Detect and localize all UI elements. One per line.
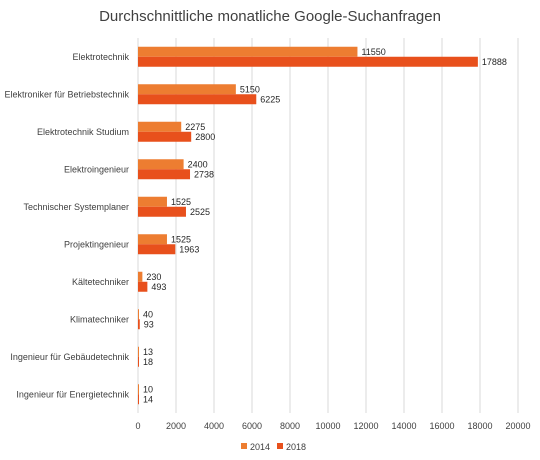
bar-2018: [138, 281, 148, 292]
category-label: Elektroniker für Betriebstechnik: [4, 89, 129, 99]
bar-2014: [138, 159, 184, 170]
data-label: 40: [143, 309, 153, 319]
category-label: Elektrotechnik Studium: [37, 127, 129, 137]
x-tick-label: 6000: [242, 421, 262, 431]
category-label: Elektroingenieur: [64, 164, 129, 174]
data-label: 2738: [194, 169, 214, 179]
bars: 1155017888515062252275280024002738152525…: [138, 46, 507, 405]
bar-2018: [138, 319, 140, 330]
bar-2014: [138, 196, 167, 207]
bar-2018: [138, 169, 191, 180]
bar-2018: [138, 244, 176, 255]
data-label: 493: [151, 282, 166, 292]
data-label: 230: [146, 272, 161, 282]
category-label: Technischer Systemplaner: [23, 202, 129, 212]
legend-swatch-2018: [277, 443, 283, 449]
bar-2018: [138, 56, 478, 67]
data-label: 1525: [171, 197, 191, 207]
category-label: Elektrotechnik: [72, 52, 129, 62]
legend-label: 2018: [286, 442, 306, 452]
data-label: 17888: [482, 57, 507, 67]
data-label: 11550: [361, 47, 385, 57]
x-tick-label: 16000: [429, 421, 454, 431]
data-label: 13: [143, 347, 153, 357]
data-label: 1963: [179, 244, 199, 254]
bar-2014: [138, 384, 139, 395]
x-tick-label: 12000: [353, 421, 378, 431]
bar-2014: [138, 121, 182, 132]
category-label: Ingenieur für Energietechnik: [16, 389, 129, 399]
category-label: Projektingenieur: [64, 239, 129, 249]
bar-2018: [138, 356, 139, 367]
data-label: 5150: [240, 84, 260, 94]
bar-2014: [138, 46, 358, 57]
bar-2014: [138, 271, 143, 282]
bar-2018: [138, 94, 257, 105]
legend: 2014 2018: [241, 442, 306, 452]
data-label: 2275: [185, 122, 205, 132]
data-label: 6225: [260, 94, 280, 104]
data-label: 14: [143, 394, 153, 404]
x-tick-label: 4000: [204, 421, 224, 431]
data-label: 1525: [171, 234, 191, 244]
x-tick-label: 10000: [315, 421, 340, 431]
category-label: Kältetechniker: [72, 277, 129, 287]
data-label: 2800: [195, 132, 215, 142]
x-tick-label: 2000: [166, 421, 186, 431]
bar-2014: [138, 84, 236, 95]
bar-2014: [138, 234, 167, 245]
data-label: 18: [143, 357, 153, 367]
data-label: 10: [143, 384, 153, 394]
data-label: 2400: [188, 159, 208, 169]
x-tick-label: 0: [135, 421, 140, 431]
bar-2014: [138, 309, 139, 320]
bar-2018: [138, 394, 139, 405]
x-tick-label: 18000: [467, 421, 492, 431]
legend-label: 2014: [250, 442, 270, 452]
x-tick-label: 20000: [505, 421, 530, 431]
category-labels: Elektrotechnik Elektroniker für Betriebst…: [4, 52, 129, 400]
bar-2018: [138, 131, 192, 142]
x-tick-labels: 0 2000 4000 6000 8000 10000 12000 14000 16000 180…: [135, 421, 530, 431]
data-label: 2525: [190, 207, 210, 217]
bar-2018: [138, 206, 186, 217]
category-label: Klimatechniker: [70, 314, 129, 324]
legend-swatch-2014: [241, 443, 247, 449]
chart-title: Durchschnittliche monatliche Google-Such…: [99, 8, 441, 25]
x-tick-label: 14000: [391, 421, 416, 431]
data-label: 93: [144, 319, 154, 329]
bar-2014: [138, 346, 139, 357]
x-tick-label: 8000: [280, 421, 300, 431]
category-label: Ingenieur für Gebäudetechnik: [10, 352, 129, 362]
